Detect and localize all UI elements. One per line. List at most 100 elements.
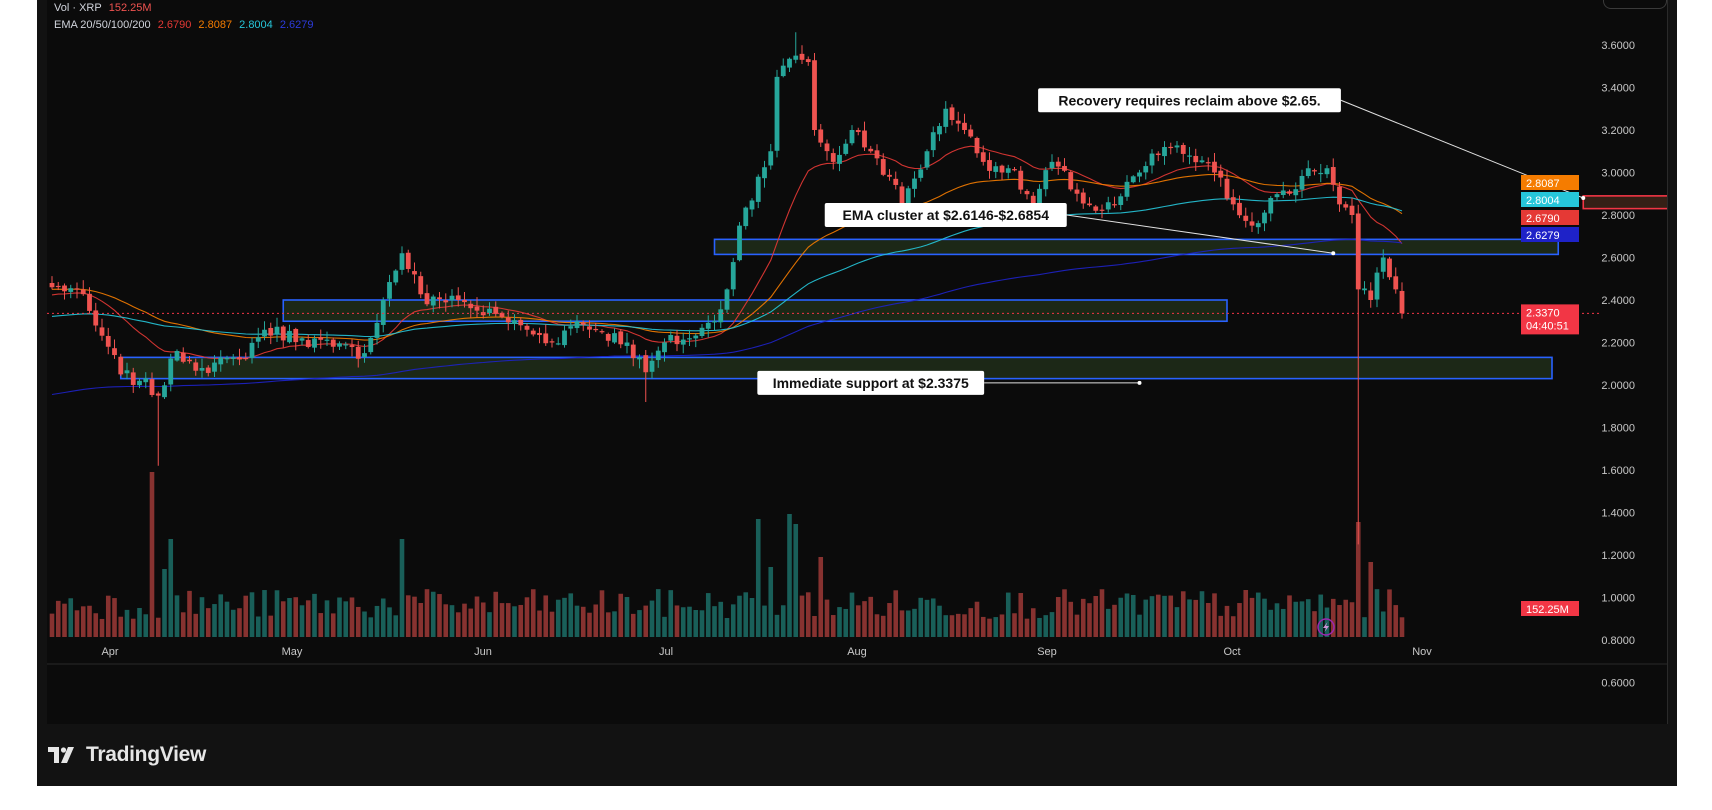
candle-body	[993, 166, 999, 172]
volume-bar	[1118, 597, 1124, 637]
volume-bar	[268, 615, 274, 637]
volume-bar	[749, 597, 755, 637]
volume-bar	[1218, 615, 1224, 637]
volume-bar	[1049, 612, 1055, 637]
volume-bar	[412, 596, 417, 637]
volume-bar	[1124, 593, 1130, 637]
volume-bar	[1299, 601, 1305, 637]
volume-bar	[499, 603, 505, 637]
candle-body	[830, 153, 836, 162]
candle-body	[343, 344, 349, 346]
volume-bars	[49, 472, 1405, 637]
volume-bar	[443, 604, 449, 637]
candle-body	[1087, 203, 1092, 206]
ema-legend: EMA 20/50/100/200 2.6790 2.8087 2.8004 2…	[54, 19, 318, 31]
candle-body	[1012, 169, 1017, 171]
volume-bar	[899, 610, 905, 637]
candle-body	[449, 295, 455, 301]
volume-bar	[1312, 611, 1317, 637]
candle-body	[187, 359, 192, 362]
volume-bar	[849, 592, 855, 637]
volume-bar	[905, 610, 911, 637]
candles	[49, 32, 1405, 545]
candlestick-chart[interactable]: Recovery requires reclaim above $2.65. EM…	[47, 0, 1667, 724]
volume-bar	[1187, 599, 1192, 637]
candle-body	[537, 332, 542, 336]
candle-body	[205, 367, 211, 373]
candle-body	[687, 338, 692, 340]
volume-bar	[55, 600, 61, 637]
candle-body	[1243, 215, 1249, 221]
candle-body	[237, 357, 242, 360]
candle-body	[524, 325, 530, 330]
candle-body	[1005, 168, 1011, 173]
volume-bar	[649, 600, 655, 637]
volume-bar	[274, 590, 280, 637]
candle-body	[1137, 172, 1142, 177]
volume-bar	[1237, 603, 1242, 637]
annotation-text: Immediate support at $2.3375	[773, 375, 969, 391]
volume-bar	[330, 613, 336, 637]
candle-body	[474, 306, 480, 311]
volume-bar	[87, 605, 92, 637]
corner-tab[interactable]	[1603, 0, 1667, 9]
volume-bar	[1155, 594, 1161, 637]
volume-bar	[205, 608, 211, 637]
volume-bar	[1137, 614, 1142, 637]
volume-bar	[230, 609, 236, 637]
candle-body	[543, 333, 549, 344]
volume-bar	[280, 601, 286, 637]
volume-bar	[343, 601, 349, 637]
candle-body	[649, 360, 655, 372]
tradingview-logo[interactable]: TradingView	[48, 743, 206, 767]
volume-bar	[605, 612, 611, 637]
candle-body	[1362, 288, 1367, 291]
candle-body	[143, 378, 149, 383]
candle-body	[949, 107, 955, 120]
price-tick-label: 3.0000	[1601, 168, 1635, 180]
volume-bar	[455, 612, 461, 637]
candle-body	[1299, 175, 1305, 190]
volume-bar	[1255, 592, 1261, 637]
volume-bar	[305, 600, 311, 637]
volume-bar	[549, 611, 555, 637]
volume-bar	[112, 598, 117, 637]
candle-body	[74, 288, 80, 290]
candle-body	[555, 343, 561, 345]
candle-body	[399, 253, 405, 270]
chart-pane[interactable]: Recovery requires reclaim above $2.65. EM…	[47, 0, 1668, 724]
volume-bar	[837, 607, 842, 637]
candle-body	[1068, 172, 1074, 190]
volume-bar	[1349, 602, 1355, 637]
candle-body	[1093, 206, 1099, 211]
volume-bar	[693, 609, 699, 637]
candle-body	[1330, 167, 1336, 185]
volume-bar	[1293, 601, 1299, 637]
volume-bar	[293, 597, 299, 637]
ema200-value: 2.6279	[279, 19, 314, 31]
volume-bar	[1374, 589, 1380, 637]
volume-bar	[155, 617, 161, 637]
volume-bar	[468, 608, 474, 637]
candle-body	[493, 306, 499, 314]
volume-bar	[287, 597, 292, 637]
candle-body	[762, 167, 767, 179]
candle-body	[499, 312, 505, 317]
candle-body	[168, 358, 174, 385]
candle-body	[1105, 202, 1111, 210]
volume-bar	[505, 603, 511, 637]
annotation-anchor	[1331, 251, 1336, 256]
volume-bar	[937, 605, 942, 637]
volume-bar	[1030, 608, 1036, 637]
volume-bar	[218, 594, 224, 637]
candle-body	[924, 151, 930, 168]
candle-body	[605, 333, 611, 341]
candle-body	[1080, 192, 1086, 204]
candle-body	[630, 344, 636, 359]
candle-body	[1180, 144, 1186, 154]
volume-bar	[774, 614, 780, 637]
volume-bar	[874, 614, 880, 637]
candle-body	[105, 335, 111, 347]
price-tick-label: 1.2000	[1601, 550, 1635, 562]
volume-bar	[312, 593, 317, 637]
